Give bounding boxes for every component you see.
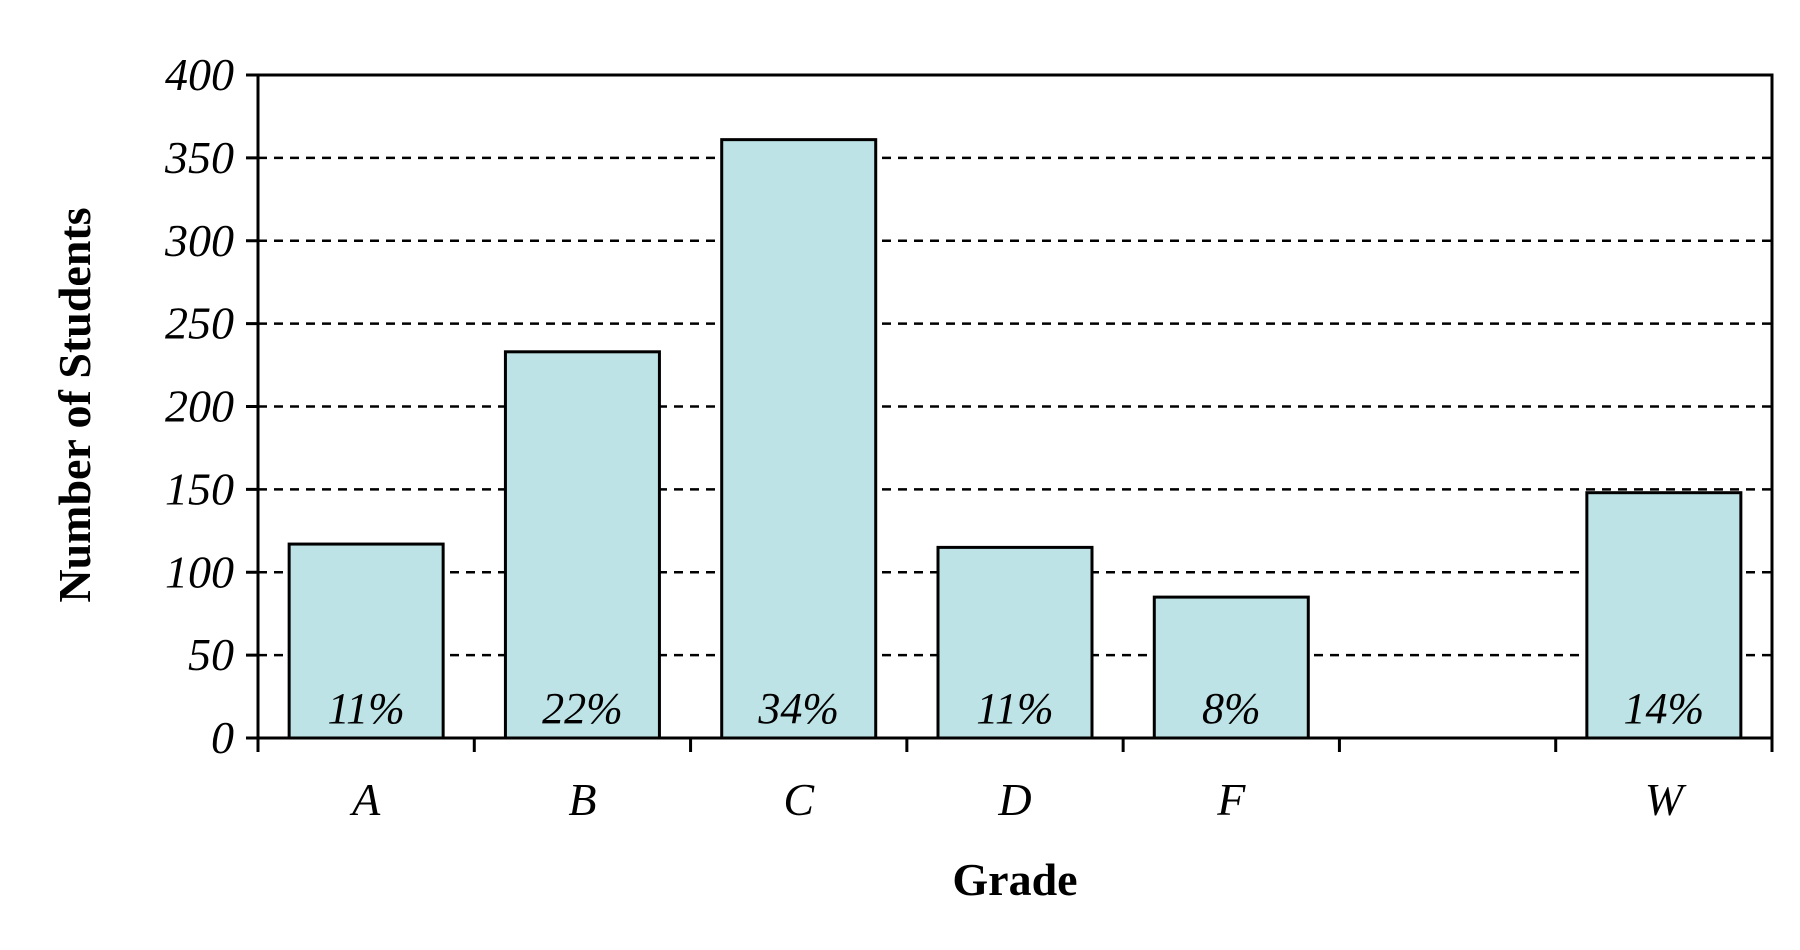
data-label: 34%	[757, 684, 839, 733]
bar	[1585, 491, 1743, 740]
y-axis-title: Number of Students	[49, 207, 100, 602]
data-label: 14%	[1624, 684, 1705, 733]
data-label: 11%	[976, 684, 1053, 733]
x-tick-label: D	[997, 774, 1031, 825]
bar	[1152, 595, 1310, 740]
x-tick-label: B	[568, 774, 596, 825]
x-tick-label: A	[349, 774, 381, 825]
bar	[503, 350, 661, 740]
x-tick-label: F	[1216, 774, 1246, 825]
data-label: 8%	[1202, 684, 1261, 733]
x-tick-label: W	[1645, 774, 1687, 825]
bars	[287, 138, 1743, 740]
labels: 0 50 100 150 200 250 300 350 400 A 11% B 22% C 34% D 11%…	[164, 49, 1704, 825]
y-tick-label: 50	[188, 629, 234, 680]
y-tick-label: 0	[211, 712, 234, 763]
bar	[287, 542, 445, 740]
y-tick-label: 100	[165, 546, 234, 597]
x-tick-label: C	[783, 774, 815, 825]
bar	[720, 138, 878, 740]
bar	[936, 545, 1094, 740]
data-label: 22%	[542, 684, 623, 733]
x-axis-title: Grade	[952, 854, 1077, 905]
y-tick-label: 150	[165, 463, 234, 514]
axes	[246, 73, 1774, 752]
y-tick-label: 200	[165, 381, 234, 432]
y-tick-label: 400	[165, 49, 234, 100]
y-tick-label: 300	[164, 215, 234, 266]
data-label: 11%	[327, 684, 404, 733]
y-tick-label: 250	[165, 298, 234, 349]
y-tick-label: 350	[164, 132, 234, 183]
